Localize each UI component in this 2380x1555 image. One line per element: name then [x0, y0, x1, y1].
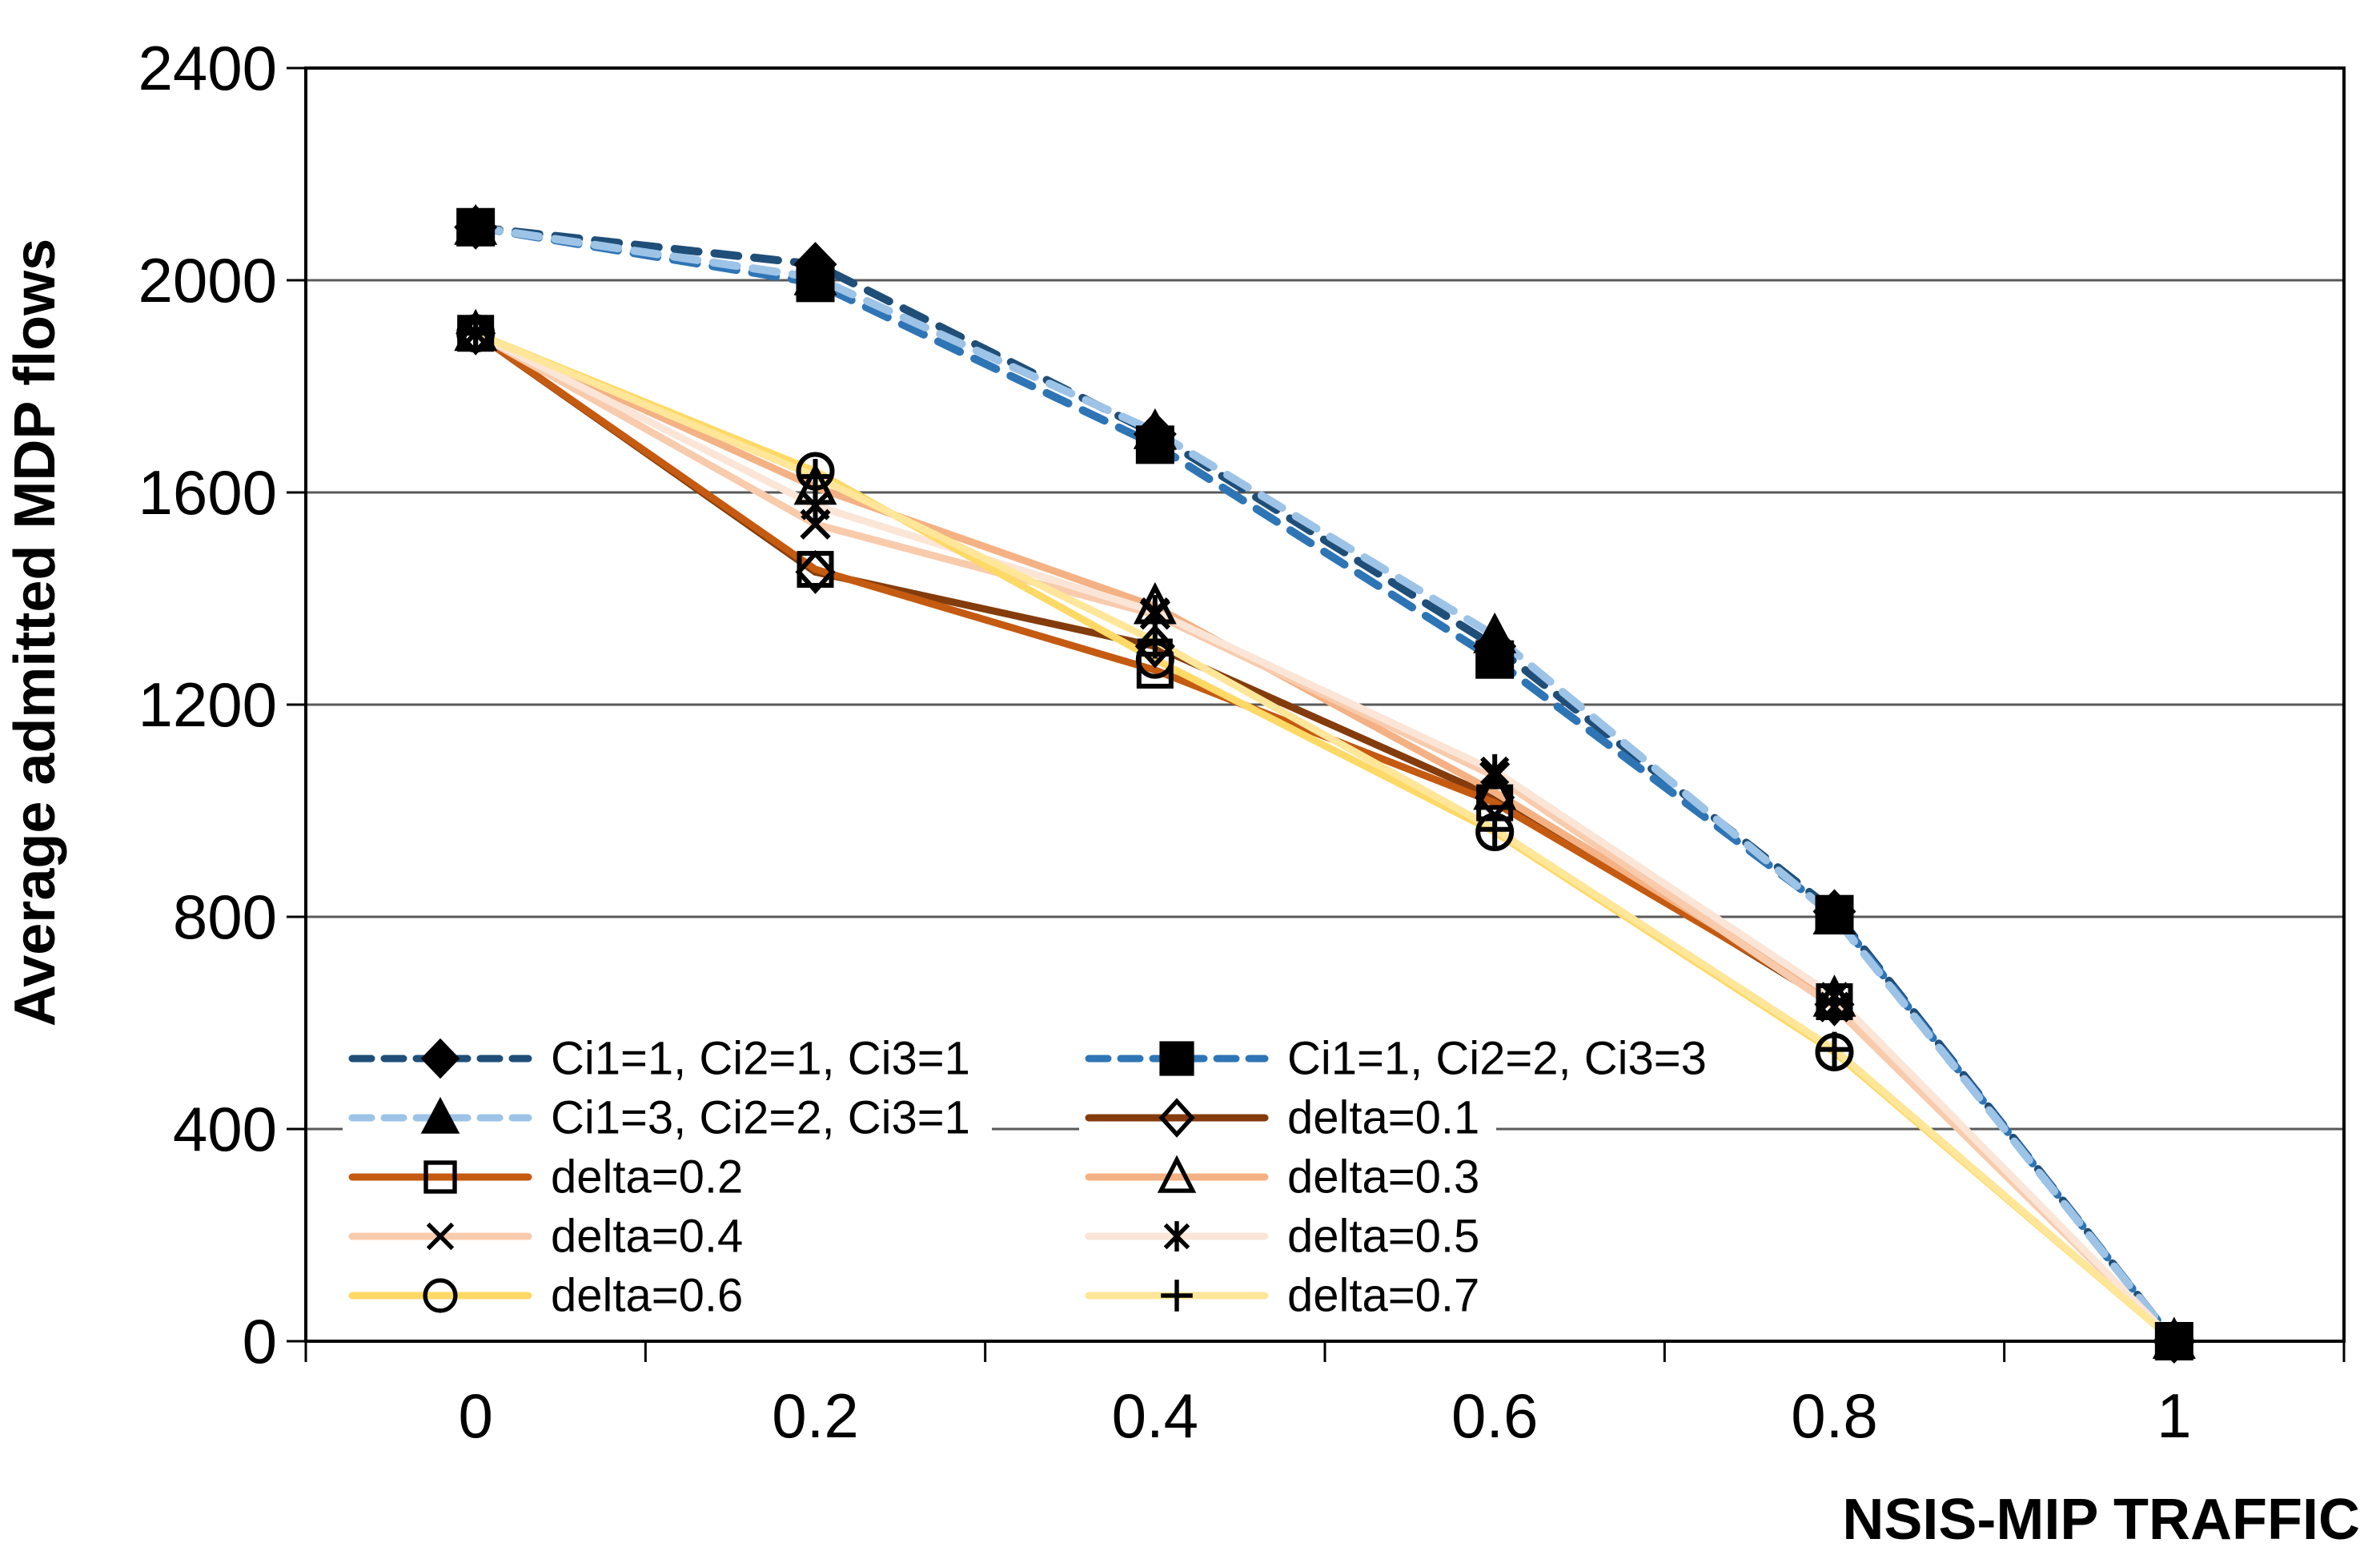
marker-diamond-filled [420, 1038, 460, 1079]
legend-label: delta=0.3 [1287, 1151, 1479, 1203]
series-markers [454, 203, 2196, 1364]
marker-triangle-filled [454, 203, 498, 245]
marker-star [1480, 753, 1510, 788]
marker-diamond-open [1158, 1098, 1195, 1138]
marker-star [1163, 1221, 1190, 1252]
x-axis-title: NSIS-MIP TRAFFIC [1842, 1488, 2360, 1552]
series-lines [472, 223, 2178, 1345]
marker-triangle-open [1157, 1155, 1197, 1193]
legend-label: Ci1=1, Ci2=2, Ci3=3 [1287, 1033, 1707, 1085]
marker-circle-open [423, 1278, 458, 1313]
legend-item: Ci1=3, Ci2=2, Ci3=1 [343, 1089, 992, 1147]
x-tick-label: 0.2 [772, 1380, 858, 1451]
marker-star [1140, 595, 1170, 629]
marker-triangle-filled [793, 254, 837, 295]
marker-plus [1477, 811, 1513, 847]
legend-item: delta=0.3 [1079, 1148, 1496, 1206]
series-line-delta-0-5 [472, 329, 2178, 1345]
y-tick-label: 0 [243, 1306, 277, 1376]
legend-label: delta=0.4 [551, 1211, 743, 1263]
legend-item: delta=0.5 [1079, 1207, 1496, 1265]
axes [287, 66, 2346, 1362]
y-tick-label: 2000 [138, 245, 277, 315]
legend-item: delta=0.1 [1079, 1089, 1496, 1147]
x-tick-label: 0.6 [1451, 1380, 1538, 1451]
legend-item: delta=0.4 [343, 1207, 760, 1265]
marker-square-open [423, 1160, 457, 1194]
legend-label: delta=0.7 [1287, 1270, 1479, 1322]
marker-triangle-filled [420, 1096, 460, 1134]
y-tick-label: 1600 [138, 457, 277, 528]
legend-label: Ci1=3, Ci2=2, Ci3=1 [551, 1092, 970, 1144]
marker-diamond-open [795, 549, 836, 594]
marker-plus [797, 459, 833, 495]
marker-triangle-filled [1473, 612, 1517, 653]
legend-item: delta=0.7 [1079, 1267, 1496, 1324]
x-tick-label: 0.8 [1791, 1380, 1877, 1451]
y-tick-label: 800 [173, 882, 277, 952]
legend: Ci1=1, Ci2=1, Ci3=1 Ci1=1, Ci2=2, Ci3=3 Ci… [343, 1030, 1728, 1324]
y-axis-title: Average admitted MDP flows [3, 239, 67, 1027]
marker-triangle-filled [1812, 894, 1856, 934]
y-tick-label: 2400 [138, 33, 277, 103]
legend-label: delta=0.6 [551, 1270, 743, 1322]
x-tick-label: 0.4 [1112, 1380, 1198, 1451]
legend-label: delta=0.1 [1287, 1092, 1479, 1144]
marker-plus [2156, 1324, 2192, 1359]
legend-item: delta=0.2 [343, 1148, 760, 1206]
legend-label: delta=0.2 [551, 1151, 743, 1203]
marker-plus [458, 315, 494, 352]
marker-plus [1137, 623, 1173, 659]
legend-item: delta=0.6 [343, 1267, 760, 1324]
axis-tick-labels: 0 400 800 1200 1600 2000 2400 0 0.2 0.4 0.6 0.8 1 [138, 33, 2191, 1451]
marker-plus [1161, 1280, 1193, 1312]
series-line-delta-0-7 [472, 329, 2178, 1345]
y-tick-label: 1200 [138, 669, 277, 740]
x-tick-label: 0 [458, 1380, 492, 1451]
legend-item: Ci1=1, Ci2=2, Ci3=3 [1079, 1030, 1728, 1087]
marker-square-filled [1159, 1041, 1194, 1076]
marker-plus [1816, 1031, 1852, 1067]
y-tick-label: 400 [173, 1094, 277, 1164]
marker-x [426, 1222, 455, 1251]
marker-triangle-filled [1133, 408, 1177, 449]
marker-star [1820, 979, 1849, 1014]
x-tick-label: 1 [2157, 1380, 2191, 1451]
marker-triangle-open [1473, 767, 1517, 810]
marker-star [801, 488, 830, 523]
marker-square-open [797, 551, 834, 589]
legend-label: delta=0.5 [1287, 1211, 1479, 1263]
legend-item: Ci1=1, Ci2=1, Ci3=1 [343, 1030, 992, 1087]
series-line-ci1-3-ci2-2-ci3-1 [472, 223, 2178, 1345]
legend-label: Ci1=1, Ci2=1, Ci3=1 [551, 1033, 970, 1085]
